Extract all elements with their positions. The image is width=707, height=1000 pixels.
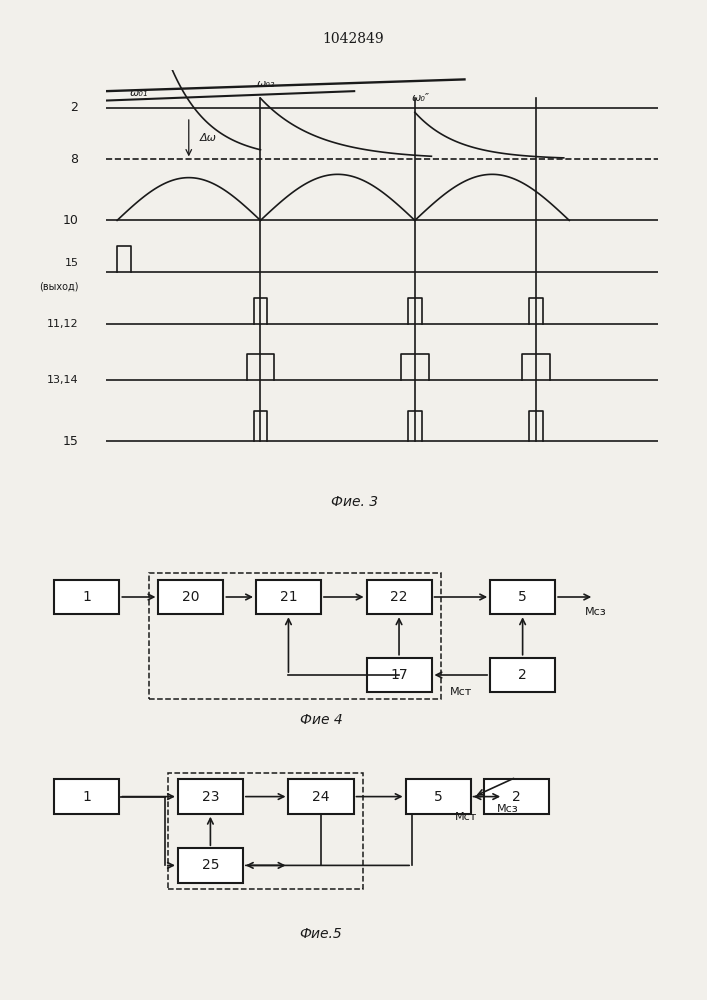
Text: ω₀₁: ω₀₁ <box>130 88 148 98</box>
Text: 11,12: 11,12 <box>47 319 78 329</box>
Text: 15: 15 <box>63 435 78 448</box>
Text: 10: 10 <box>63 214 78 227</box>
Bar <box>484 779 549 814</box>
Text: Mсз: Mсз <box>585 607 606 617</box>
Text: 25: 25 <box>201 858 219 872</box>
Bar <box>54 779 119 814</box>
Text: 1042849: 1042849 <box>322 32 385 46</box>
Bar <box>256 580 321 614</box>
Text: Фие. 3: Фие. 3 <box>331 495 378 509</box>
Bar <box>168 773 363 889</box>
Bar <box>366 658 431 692</box>
Text: 24: 24 <box>312 790 329 804</box>
Text: 5: 5 <box>433 790 443 804</box>
Text: 22: 22 <box>390 590 408 604</box>
Bar <box>178 848 243 883</box>
Bar <box>148 573 441 699</box>
Bar <box>490 580 555 614</box>
Bar <box>158 580 223 614</box>
Text: ω₀″: ω₀″ <box>411 93 429 103</box>
Text: 2: 2 <box>512 790 520 804</box>
Bar <box>490 658 555 692</box>
Text: 2: 2 <box>71 101 78 114</box>
Text: 1: 1 <box>83 790 91 804</box>
Text: 17: 17 <box>390 668 408 682</box>
Text: Mст: Mст <box>455 812 477 822</box>
Text: 21: 21 <box>280 590 297 604</box>
Bar <box>406 779 471 814</box>
Bar <box>54 580 119 614</box>
Text: 23: 23 <box>201 790 219 804</box>
Text: ω₀₂: ω₀₂ <box>257 79 275 89</box>
Bar <box>366 580 431 614</box>
Text: Mст: Mст <box>450 687 472 697</box>
Text: 13,14: 13,14 <box>47 375 78 385</box>
Text: (выход): (выход) <box>39 281 78 291</box>
Bar <box>178 779 243 814</box>
Text: Δω: Δω <box>200 133 217 143</box>
Text: Фие 4: Фие 4 <box>300 714 342 728</box>
Text: 20: 20 <box>182 590 199 604</box>
Text: Фие.5: Фие.5 <box>300 927 342 941</box>
Text: 1: 1 <box>83 590 91 604</box>
Text: Mсз: Mсз <box>496 804 518 814</box>
Bar <box>288 779 354 814</box>
Text: 8: 8 <box>71 153 78 166</box>
Text: 2: 2 <box>518 668 527 682</box>
Text: 15: 15 <box>64 258 78 268</box>
Text: 5: 5 <box>518 590 527 604</box>
